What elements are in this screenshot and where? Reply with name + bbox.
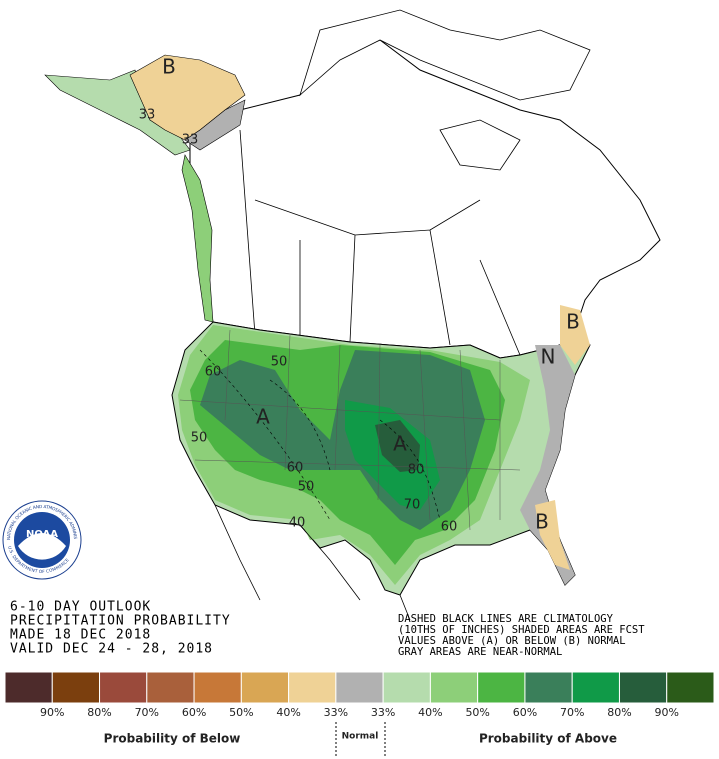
map-label: 50 (271, 355, 288, 370)
legend-label: 60% (513, 706, 537, 719)
alaska-gray (184, 99, 246, 151)
map-label: 40 (289, 516, 306, 531)
header-line: 6-10 DAY OUTLOOK (10, 600, 151, 615)
legend-swatch (240, 671, 290, 704)
legend-swatch (4, 671, 53, 704)
map-label: 33 (139, 108, 156, 123)
logo-name: NOAA (26, 529, 58, 540)
arctic-islands (299, 9, 591, 171)
legend-label: 33% (324, 706, 348, 719)
conus-90 (375, 420, 420, 472)
legend-label: 50% (229, 706, 253, 719)
header-line: PRECIPITATION PROBABILITY (10, 614, 231, 629)
legend-swatch (335, 671, 384, 704)
legend-label: 60% (182, 706, 206, 719)
legend-swatch (666, 671, 715, 704)
note-line: VALUES ABOVE (A) OR BELOW (B) NORMAL (398, 635, 626, 647)
map-label: 60 (205, 365, 222, 380)
legend-swatch (51, 671, 101, 704)
map-label: 33 (182, 133, 199, 148)
mexico-outline (214, 504, 411, 621)
legend-swatch (618, 671, 668, 704)
legend-swatch (99, 671, 148, 704)
legend-swatch (193, 671, 242, 704)
legend-swatch (146, 671, 195, 704)
legend-swatch (571, 671, 620, 704)
southeast-tan (535, 500, 570, 570)
legend-normal: Normal (342, 732, 379, 742)
legend-swatch (524, 671, 573, 704)
state-lines (179, 329, 521, 531)
legend-swatch (429, 671, 479, 704)
legend-label: 90% (40, 706, 64, 719)
map-label: 50 (298, 480, 315, 495)
legend-label: 90% (655, 706, 679, 719)
legend-below: Probability of Below (104, 732, 241, 746)
legend-swatch (288, 671, 337, 704)
legend-swatch (477, 671, 526, 704)
legend-above: Probability of Above (479, 732, 617, 746)
alaska-green (44, 69, 191, 156)
legend-label: 70% (135, 706, 159, 719)
legend-label: 40% (276, 706, 300, 719)
canada-outline (189, 39, 661, 359)
legend-label: 33% (371, 706, 395, 719)
logo-gull (18, 533, 66, 560)
map-label: B (535, 510, 549, 534)
map-label: B (162, 55, 176, 79)
note-line: DASHED BLACK LINES ARE CLIMATOLOGY (398, 613, 614, 625)
legend-swatch (382, 671, 431, 704)
note-line: (10THS OF INCHES) SHADED AREAS ARE FCST (398, 624, 645, 636)
canada-provinces (239, 129, 521, 356)
map-label: A (393, 432, 407, 456)
map-label: N (541, 345, 556, 369)
header-line: MADE 18 DEC 2018 (10, 628, 151, 643)
legend-label: 70% (560, 706, 584, 719)
legend-label: 40% (418, 706, 442, 719)
pacific-nw-coast (181, 154, 214, 323)
legend-label: 50% (465, 706, 489, 719)
map-label: 50 (191, 431, 208, 446)
note-line: GRAY AREAS ARE NEAR-NORMAL (398, 646, 562, 658)
east-gray (520, 345, 575, 585)
legend-label: 80% (87, 706, 111, 719)
header-line: VALID DEC 24 - 28, 2018 (10, 642, 213, 657)
legend-label: 80% (607, 706, 631, 719)
map-label: 60 (441, 520, 458, 535)
map-label: 70 (404, 498, 421, 513)
map-label: 80 (408, 463, 425, 478)
map-label: A (256, 405, 270, 429)
map-label: B (566, 310, 580, 334)
map-label: 60 (287, 461, 304, 476)
northeast-tan (560, 305, 590, 365)
climatology-lines (199, 349, 441, 521)
